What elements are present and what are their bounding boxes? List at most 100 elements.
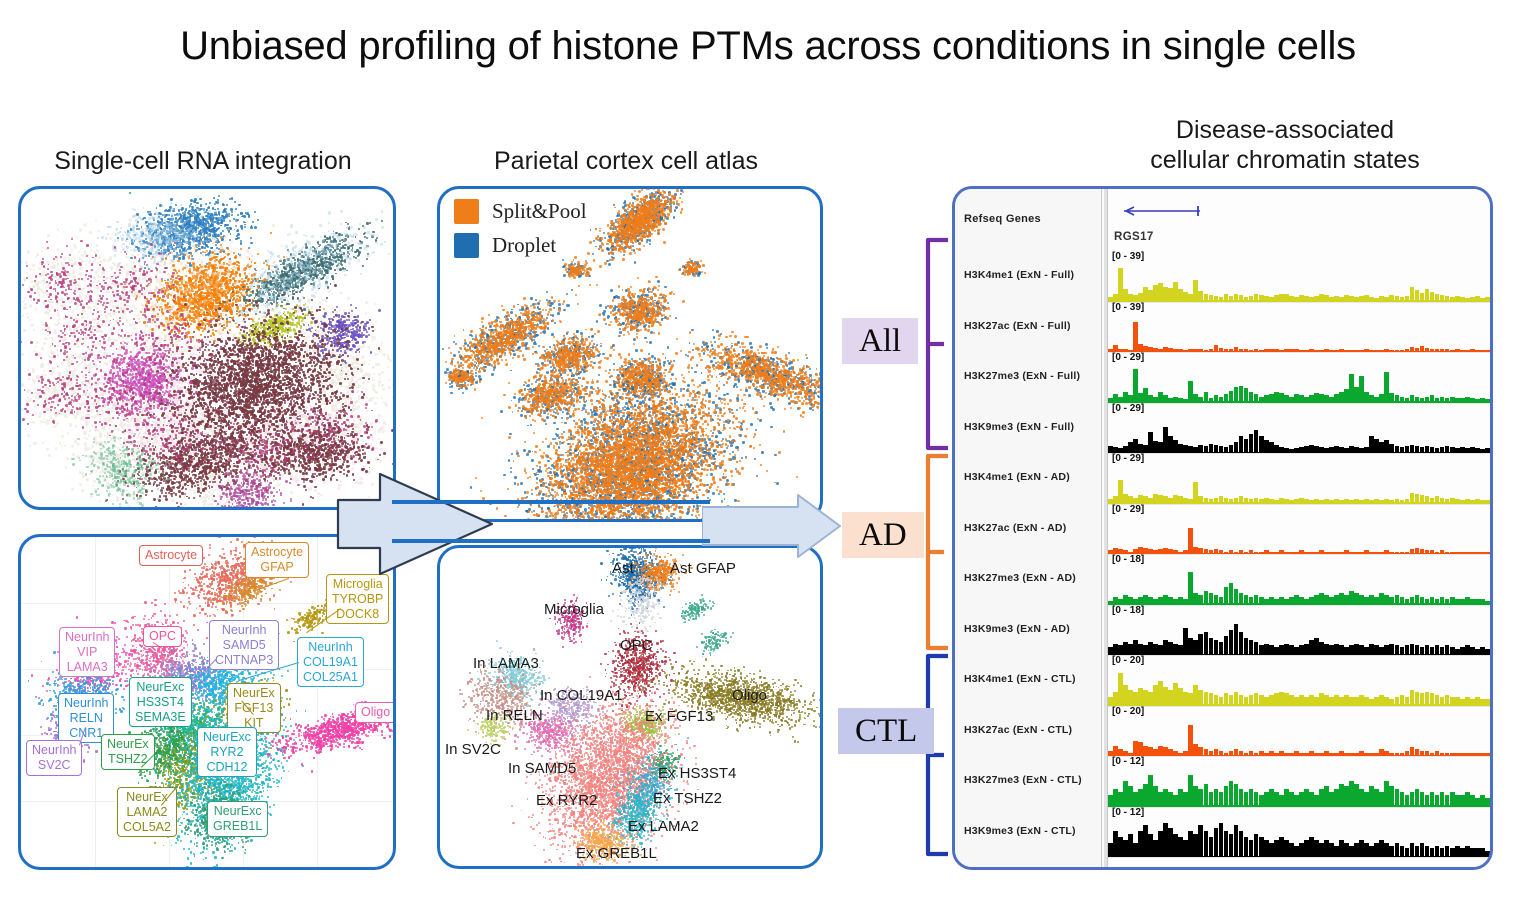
caption-cell-atlas: Parietal cortex cell atlas xyxy=(436,147,816,177)
track-scale-label: [0 - 18] xyxy=(1112,605,1144,616)
celltype-label: Ex HS3ST4 xyxy=(658,765,736,782)
track-scale-label: [0 - 29] xyxy=(1112,403,1144,414)
gene-model-rgs17 xyxy=(1120,205,1204,217)
panel-celltype-atlas: Ast Ast GFAP Microglia OPC In LAMA3 In COL19A… xyxy=(437,545,823,869)
track-scale-label: [0 - 12] xyxy=(1112,807,1144,818)
track-signal-area xyxy=(1108,568,1490,605)
cluster-label-box: NeurEx TSHZ2 xyxy=(101,734,155,770)
track-label: H3K27me3 (ExN - AD) xyxy=(964,572,1076,584)
track-signal-area xyxy=(1108,770,1490,807)
signal-track: [0 - 29] xyxy=(1108,504,1490,555)
track-label: H3K9me3 (ExN - Full) xyxy=(964,421,1074,433)
legend-swatch-splitpool xyxy=(454,199,479,224)
track-label: H3K27me3 (ExN - CTL) xyxy=(964,774,1082,786)
signal-track: [0 - 18] xyxy=(1108,605,1490,656)
gene-name-label: RGS17 xyxy=(1114,231,1154,243)
caption-chromatin-states: Disease-associated cellular chromatin st… xyxy=(1035,116,1535,175)
track-signal-area xyxy=(1108,265,1490,302)
signal-track: [0 - 29] xyxy=(1108,352,1490,403)
annot-label-layer: Astrocyte Astrocyte GFAP Microglia TYROBP … xyxy=(21,537,393,867)
legend-item: Droplet xyxy=(454,233,587,258)
cluster-label-box: NeurInh COL19A1 COL25A1 xyxy=(297,637,364,687)
rna-umap-scatter xyxy=(21,189,393,507)
label-leader-line xyxy=(217,595,235,602)
caption-rna-integration: Single-cell RNA integration xyxy=(18,147,388,177)
track-label: H3K4me1 (ExN - AD) xyxy=(964,471,1070,483)
celltype-label: In LAMA3 xyxy=(473,655,539,672)
track-signal-area xyxy=(1108,467,1490,504)
legend-swatch-droplet xyxy=(454,233,479,258)
celltype-label: Ast xyxy=(612,560,634,577)
track-signal-area xyxy=(1108,518,1490,555)
arrow-rail-bottom xyxy=(392,539,710,543)
legend-label-droplet: Droplet xyxy=(492,233,556,258)
track-scale-label: [0 - 29] xyxy=(1112,352,1144,363)
track-label: H3K27me3 (ExN - Full) xyxy=(964,370,1080,382)
track-scale-label: [0 - 29] xyxy=(1112,453,1144,464)
track-scale-label: [0 - 20] xyxy=(1112,655,1144,666)
track-label: H3K27ac (ExN - Full) xyxy=(964,320,1071,332)
cluster-label-box: NeurInh SAMD5 CNTNAP3 xyxy=(209,620,279,670)
panel-rna-integration xyxy=(18,186,396,510)
celltype-label: In SAMD5 xyxy=(508,760,576,777)
cluster-label-box: NeurExc GREB1L xyxy=(207,801,268,837)
signal-track: [0 - 29] xyxy=(1108,403,1490,454)
signal-track: [0 - 20] xyxy=(1108,655,1490,706)
track-label: H3K9me3 (ExN - CTL) xyxy=(964,825,1076,837)
track-scale-label: [0 - 29] xyxy=(1112,504,1144,515)
track-signal-area xyxy=(1108,417,1490,454)
celltype-label: Ex FGF13 xyxy=(645,708,713,725)
celltype-label-layer: Ast Ast GFAP Microglia OPC In LAMA3 In COL19A… xyxy=(440,548,820,866)
cluster-label-box: NeurExc HS3ST4 SEMA3E xyxy=(129,677,192,727)
celltype-label: In COL19A1 xyxy=(540,687,623,704)
track-scale-label: [0 - 18] xyxy=(1112,554,1144,565)
celltype-label: In RELN xyxy=(486,707,543,724)
track-signal-area xyxy=(1108,821,1490,858)
track-separator xyxy=(1108,857,1490,858)
celltype-label: Microglia xyxy=(544,601,604,618)
celltype-label: Ex RYR2 xyxy=(536,792,597,809)
celltype-label: Ex GREB1L xyxy=(576,845,657,862)
arrow-left-to-middle xyxy=(336,468,496,580)
page-title: Unbiased profiling of histone PTMs acros… xyxy=(0,24,1536,69)
signal-track: [0 - 12] xyxy=(1108,756,1490,807)
cluster-label-box: NeurInh VIP LAMA3 xyxy=(59,627,115,677)
browser-label-column: Refseq Genes H3K4me1 (ExN - Full) H3K27ac… xyxy=(955,189,1102,867)
track-label: H3K27ac (ExN - CTL) xyxy=(964,724,1072,736)
track-signal-area xyxy=(1108,720,1490,757)
celltype-label: OPC xyxy=(620,637,653,654)
cluster-label-box: Astrocyte GFAP xyxy=(245,542,309,578)
signal-track: [0 - 20] xyxy=(1108,706,1490,757)
cluster-label-box: NeurExc RYR2 CDH12 xyxy=(197,727,257,777)
celltype-label: Ast GFAP xyxy=(670,560,736,577)
refseq-genes-label: Refseq Genes xyxy=(964,213,1041,225)
cluster-label-box: NeurEx FGF13 KIT xyxy=(227,683,281,733)
signal-track: [0 - 39] xyxy=(1108,302,1490,353)
track-scale-label: [0 - 20] xyxy=(1112,706,1144,717)
group-label-ctl: CTL xyxy=(838,708,934,754)
track-scale-label: [0 - 39] xyxy=(1112,251,1144,262)
group-label-all: All xyxy=(842,318,918,364)
track-label: H3K4me1 (ExN - Full) xyxy=(964,269,1074,281)
signal-track: [0 - 29] xyxy=(1108,453,1490,504)
track-scale-label: [0 - 12] xyxy=(1112,756,1144,767)
celltype-label: In SV2C xyxy=(445,741,501,758)
celltype-label: Ex TSHZ2 xyxy=(653,790,722,807)
track-label: H3K27ac (ExN - AD) xyxy=(964,522,1066,534)
panel-annotated-clusters: Astrocyte Astrocyte GFAP Microglia TYROBP … xyxy=(18,534,396,870)
group-label-ad: AD xyxy=(842,512,924,558)
browser-track-column: RGS17 [0 - 39] [0 - 39] [0 - 29] [0 - 29] [0… xyxy=(1108,189,1490,867)
track-signal-area xyxy=(1108,669,1490,706)
arrow-middle-to-right xyxy=(702,493,842,559)
cluster-label-box: OPC xyxy=(143,626,182,647)
track-label: H3K4me1 (ExN - CTL) xyxy=(964,673,1076,685)
legend-label-splitpool: Split&Pool xyxy=(492,199,587,224)
label-leader-line xyxy=(255,578,289,591)
celltype-label: Oligo xyxy=(732,687,767,704)
panel-genome-browser: Refseq Genes H3K4me1 (ExN - Full) H3K27ac… xyxy=(952,186,1493,870)
cluster-label-box: Oligo xyxy=(355,702,396,723)
cluster-label-box: Astrocyte xyxy=(139,545,203,566)
signal-track: [0 - 18] xyxy=(1108,554,1490,605)
track-signal-area xyxy=(1108,316,1490,353)
